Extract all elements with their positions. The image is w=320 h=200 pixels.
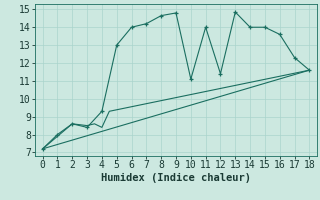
- X-axis label: Humidex (Indice chaleur): Humidex (Indice chaleur): [101, 173, 251, 183]
